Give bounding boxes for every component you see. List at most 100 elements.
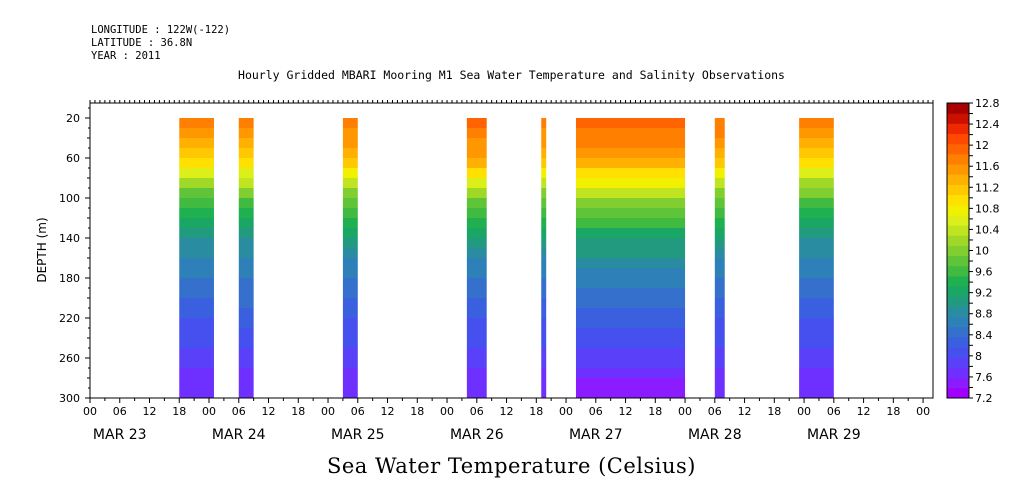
x-day-label: MAR 24 [212,427,266,443]
colorbar-label: 12.4 [975,118,1000,131]
x-hour-label: 12 [738,405,752,418]
x-hour-label: 12 [619,405,633,418]
x-hour-label: 00 [83,405,97,418]
data-segment [575,118,686,398]
x-hour-label: 00 [559,405,573,418]
x-hour-label: 12 [500,405,514,418]
x-hour-label: 18 [529,405,543,418]
colorbar-bin [947,164,969,175]
y-tick-label: 300 [59,392,80,405]
x-hour-label: 00 [916,405,930,418]
x-day-label: MAR 27 [569,427,623,443]
data-segment [714,118,725,398]
colorbar-bin [947,113,969,124]
colorbar-bin [947,306,969,318]
x-day-label: MAR 29 [807,427,861,443]
data-segment [799,118,834,398]
colorbar: 7.2 7.6 8 8.4 8.8 9.2 9.6 10 10.4 10.8 11.2 11.6 12 1… [946,97,1000,405]
colorbar-bin [947,235,969,246]
colorbar-label: 7.6 [975,371,993,384]
x-day-label: MAR 26 [450,427,504,443]
x-day-label: MAR 23 [93,427,147,443]
latitude-label: LATITUDE : 36.8N [91,37,193,49]
colorbar-bin [947,286,969,297]
colorbar-bin [947,357,969,368]
x-hour-label: 00 [202,405,216,418]
x-hour-label: 18 [291,405,305,418]
colorbar-bin [947,153,969,165]
y-tick-label: 220 [59,312,80,325]
colorbar-label: 12 [975,139,989,152]
colorbar-label: 8.8 [975,308,993,321]
colorbar-bin [947,387,969,399]
colorbar-bin [947,184,969,196]
longitude-label: LONGITUDE : 122W(-122) [91,24,231,36]
colorbar-label: 9.6 [975,266,993,279]
colorbar-bin [947,255,969,267]
chart-title: Hourly Gridded MBARI Mooring M1 Sea Wate… [238,68,785,82]
y-tick-label: 100 [59,192,80,205]
y-tick-label: 140 [59,232,80,245]
colorbar-bin [947,194,969,206]
x-hour-label: 06 [351,405,365,418]
x-hour-label: 12 [857,405,871,418]
colorbar-bin [947,143,969,155]
x-hour-label: 00 [321,405,335,418]
colorbar-bin [947,367,969,379]
colorbar-bin [947,347,969,358]
x-hour-label: 12 [143,405,157,418]
x-hour-label: 06 [827,405,841,418]
colorbar-bin [947,103,969,114]
colorbar-title: Sea Water Temperature (Celsius) [326,454,696,478]
colorbar-bin [947,336,969,348]
colorbar-label: 9.2 [975,287,993,300]
colorbar-bin [947,326,969,338]
x-hour-label: 12 [262,405,276,418]
x-hour-label: 18 [648,405,662,418]
plot-area [179,118,834,398]
data-segment [466,118,487,398]
axes: 00 06 12 18 00 06 12 18 00 06 12 18 00 06 12 18 00 06 12 18… [59,100,934,443]
x-day-label: MAR 25 [331,427,385,443]
colorbar-label: 10.4 [975,223,1000,236]
x-hour-label: 00 [797,405,811,418]
colorbar-bin [947,275,969,287]
x-hour-label: 06 [589,405,603,418]
y-tick-label: 60 [66,152,80,165]
colorbar-label: 11.2 [975,181,1000,194]
y-tick-label: 180 [59,272,80,285]
x-day-label: MAR 28 [688,427,742,443]
colorbar-label: 10 [975,245,989,258]
y-tick-label: 20 [66,112,80,125]
colorbar-bin [947,296,969,307]
colorbar-label: 8.4 [975,329,993,342]
colorbar-label: 11.6 [975,160,1000,173]
colorbar-bin [947,377,969,389]
x-hour-label: 18 [172,405,186,418]
x-hour-label: 00 [678,405,692,418]
x-hour-label: 06 [708,405,722,418]
colorbar-bin [947,225,969,236]
data-segment [342,118,358,398]
colorbar-label: 10.8 [975,202,1000,215]
x-hour-label: 00 [440,405,454,418]
x-hour-label: 06 [113,405,127,418]
colorbar-label: 12.8 [975,97,1000,110]
x-hour-label: 18 [886,405,900,418]
colorbar-bin [947,204,969,216]
x-hour-label: 12 [381,405,395,418]
colorbar-label: 8 [975,350,982,363]
x-hour-label: 18 [767,405,781,418]
colorbar-label: 7.2 [975,392,993,405]
colorbar-bin [947,245,969,257]
colorbar-bin [947,316,969,328]
year-label: YEAR : 2011 [91,50,161,62]
colorbar-bin [947,133,969,145]
y-tick-label: 260 [59,352,80,365]
colorbar-bin [947,214,969,226]
colorbar-bin [947,265,969,277]
y-axis-label: DEPTH (m) [35,217,49,282]
x-hour-label: 06 [232,405,246,418]
colorbar-bin [947,174,969,185]
